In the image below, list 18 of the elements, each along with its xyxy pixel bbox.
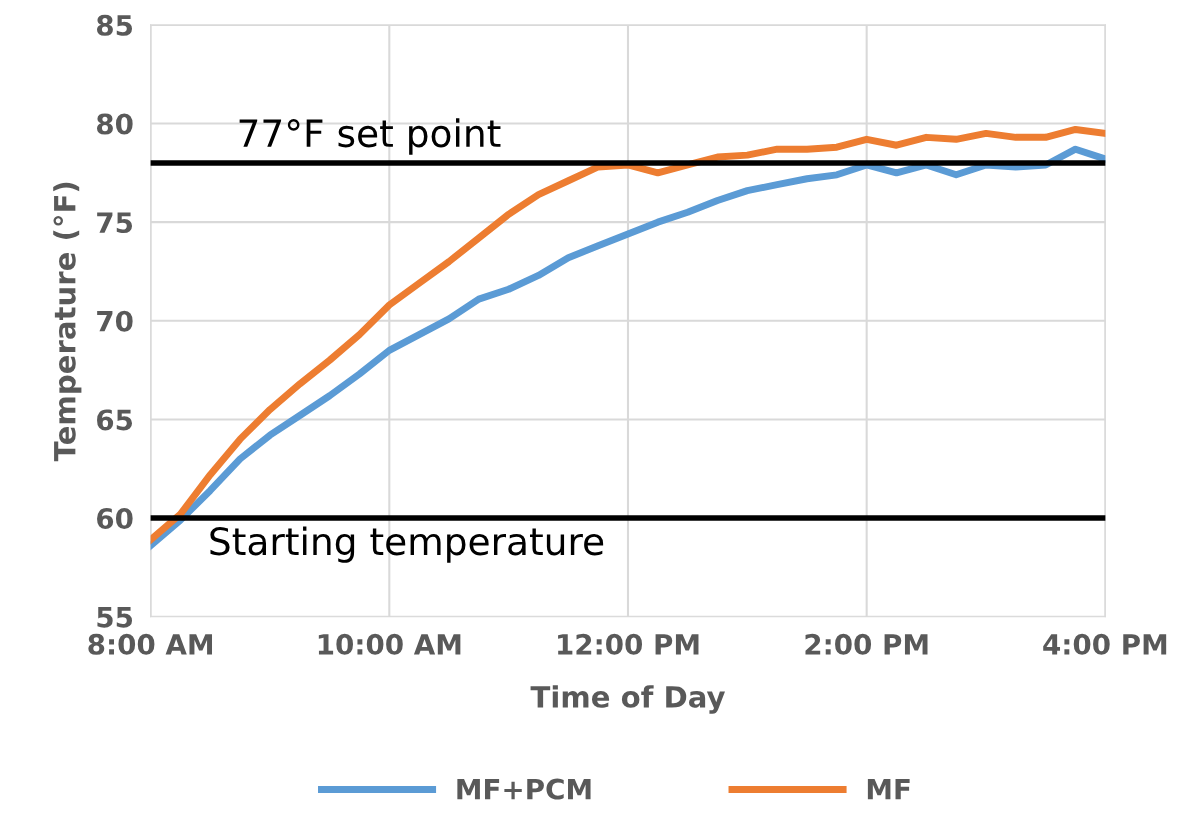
y-tick-label: 70	[97, 310, 133, 332]
y-axis-title: Temperature (°F)	[53, 182, 82, 462]
ref-line-label: Starting temperature	[210, 526, 604, 563]
y-tick-label: 60	[97, 508, 133, 530]
y-tick-label: 75	[97, 212, 133, 234]
y-tick-label: 85	[97, 14, 133, 36]
y-tick-label: 65	[97, 409, 133, 431]
y-tick-label: 55	[97, 606, 133, 628]
ref-line-label: 77°F set point	[239, 118, 501, 155]
legend-label: MF	[867, 778, 910, 800]
x-axis-title: Time of Day	[530, 685, 725, 714]
x-tick-label: 2:00 PM	[805, 633, 928, 655]
legend-label: MF+PCM	[457, 778, 591, 800]
x-tick-label: 10:00 AM	[318, 633, 461, 655]
x-tick-label: 8:00 AM	[88, 633, 213, 655]
x-tick-label: 4:00 PM	[1043, 633, 1167, 655]
y-tick-label: 80	[97, 113, 133, 135]
x-tick-label: 12:00 PM	[558, 633, 699, 655]
